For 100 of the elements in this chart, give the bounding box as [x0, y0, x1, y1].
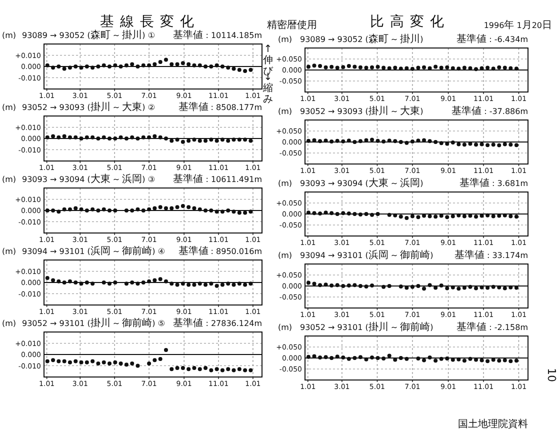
point: [147, 207, 152, 212]
point: [248, 210, 253, 214]
point: [152, 358, 157, 362]
point: [226, 367, 230, 372]
text: 国土地理院資料: [458, 418, 528, 430]
point: [51, 358, 56, 362]
point: [113, 63, 118, 68]
chart-title: 93052 → 93101 (掛川 ~ 御前崎) ⑤: [22, 317, 165, 329]
point: [152, 278, 157, 282]
point: [175, 62, 180, 66]
y-axis-title: (m): [2, 247, 16, 256]
point: [164, 348, 168, 352]
point: [152, 62, 157, 66]
point: [51, 278, 56, 282]
point: [175, 205, 180, 210]
point: [68, 207, 72, 212]
point: [180, 61, 185, 66]
chart-subtitle: 基準値 : -6.434m: [456, 33, 528, 45]
point: [152, 206, 157, 210]
point: [220, 64, 224, 68]
point: [113, 280, 118, 284]
point: [102, 360, 106, 364]
point: [51, 66, 56, 70]
point: [186, 62, 191, 66]
y-axis-title: (m): [278, 107, 292, 116]
point: [214, 210, 219, 214]
point: [90, 207, 95, 212]
point: [84, 280, 89, 284]
point: [113, 360, 118, 364]
point: [170, 282, 174, 286]
point: [243, 69, 248, 73]
point: [68, 279, 72, 284]
point: [147, 63, 152, 68]
point: [198, 63, 202, 68]
point: [108, 282, 112, 286]
point: [108, 362, 112, 366]
point: [204, 366, 208, 370]
point: [79, 66, 84, 70]
point: [108, 64, 112, 68]
point: [180, 366, 185, 370]
y-axis-title: (m): [2, 319, 16, 328]
point: [96, 362, 100, 366]
text: 比高変化: [370, 14, 450, 30]
point: [79, 282, 84, 286]
point: [214, 284, 219, 288]
point: [124, 362, 128, 367]
chart-subtitle: 基準値 : 8950.016m: [178, 245, 262, 257]
point: [243, 210, 248, 215]
point: [84, 360, 89, 364]
point: [209, 64, 214, 68]
point: [62, 359, 66, 364]
y-axis-title: (m): [278, 35, 292, 44]
point: [147, 362, 152, 366]
point: [243, 368, 248, 372]
chart-title: 93094 → 93101 (浜岡 ~ 御前崎) ④: [22, 245, 165, 257]
point: [192, 63, 196, 68]
point: [45, 63, 50, 68]
text: 精密暦使用: [267, 19, 317, 31]
point: [102, 280, 106, 284]
point: [68, 66, 72, 70]
point: [96, 208, 100, 212]
point: [232, 210, 236, 214]
point: [180, 282, 185, 286]
point: [232, 66, 236, 71]
y-axis-title: (m): [278, 179, 292, 188]
chart-title: 93089 → 93052 (森町 ~ 掛川) ①: [22, 29, 155, 41]
point: [237, 367, 242, 372]
point: [226, 282, 230, 286]
point: [220, 368, 224, 372]
point: [175, 366, 180, 370]
point: [209, 282, 214, 286]
point: [136, 64, 140, 68]
point: [56, 210, 61, 214]
point: [158, 357, 162, 361]
point: [136, 364, 140, 368]
point: [118, 362, 123, 366]
point: [232, 282, 236, 287]
point: [130, 208, 134, 212]
point: [96, 64, 100, 68]
point: [192, 366, 196, 370]
point: [118, 64, 123, 68]
point: [248, 68, 253, 72]
point: [130, 362, 134, 366]
point: [56, 64, 61, 68]
point: [68, 360, 72, 364]
point: [243, 282, 248, 287]
point: [198, 207, 202, 212]
point: [136, 207, 140, 212]
chart-subtitle: 基準値 : 27836.124m: [173, 317, 262, 329]
point: [209, 368, 214, 372]
point: [198, 282, 202, 286]
y-axis-title: (m): [2, 31, 16, 40]
point: [192, 206, 196, 210]
chart-title: 93094 → 93101 (浜岡 ~ 御前崎): [300, 249, 434, 261]
point: [170, 367, 174, 372]
point: [62, 66, 66, 71]
chart-title: 93052 → 93093 (掛川 ~ 大東) ②: [22, 101, 155, 113]
point: [130, 280, 134, 284]
point: [209, 208, 214, 212]
point: [124, 282, 128, 286]
